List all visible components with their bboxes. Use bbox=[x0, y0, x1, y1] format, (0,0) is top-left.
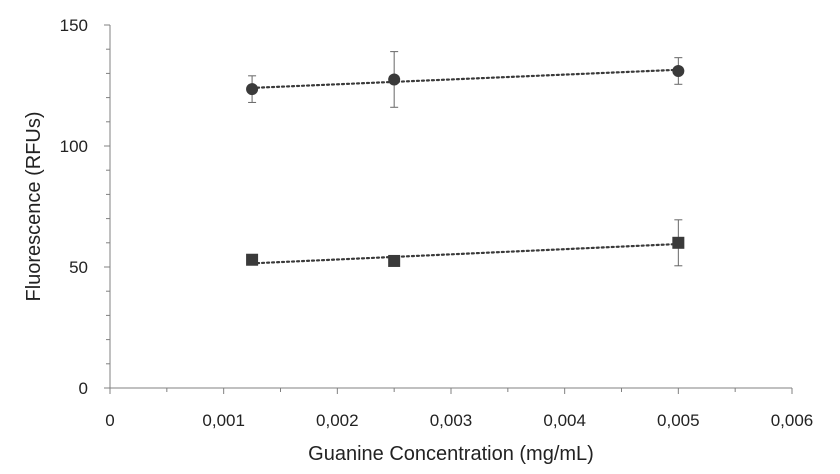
y-ticks: 0 50 100 150 bbox=[60, 16, 110, 398]
y-axis: 0 50 100 150 bbox=[60, 16, 111, 398]
x-tick-label: 0 bbox=[105, 411, 114, 430]
y-tick-label: 100 bbox=[60, 137, 88, 156]
x-axis: 0 0,001 0,002 0,003 0,004 0,005 0,006 bbox=[105, 387, 813, 430]
x-tick-label: 0,001 bbox=[202, 411, 245, 430]
data-point-circle bbox=[672, 64, 685, 77]
x-tick-label: 0,003 bbox=[430, 411, 473, 430]
x-tick-label: 0,005 bbox=[657, 411, 700, 430]
data-point-square bbox=[388, 254, 401, 267]
data-point-circle bbox=[388, 73, 401, 86]
series-squares bbox=[246, 219, 685, 267]
y-axis-title: Fluorescence (RFUs) bbox=[23, 111, 45, 301]
x-tick-label: 0,004 bbox=[543, 411, 586, 430]
plot-area bbox=[246, 51, 685, 267]
trendline-squares bbox=[250, 242, 680, 265]
y-tick-label: 50 bbox=[69, 258, 88, 277]
y-tick-label: 150 bbox=[60, 16, 88, 35]
data-point-square bbox=[246, 253, 259, 266]
x-tick-label: 0,006 bbox=[771, 411, 814, 430]
x-axis-title: Guanine Concentration (mg/mL) bbox=[308, 443, 594, 465]
x-tick-label: 0,002 bbox=[316, 411, 359, 430]
data-point-circle bbox=[246, 83, 259, 96]
y-tick-label: 0 bbox=[79, 379, 88, 398]
x-ticks: 0 0,001 0,002 0,003 0,004 0,005 0,006 bbox=[105, 388, 813, 430]
trendline-circles bbox=[250, 68, 680, 90]
series-circles bbox=[246, 51, 685, 108]
data-point-square bbox=[672, 236, 685, 249]
